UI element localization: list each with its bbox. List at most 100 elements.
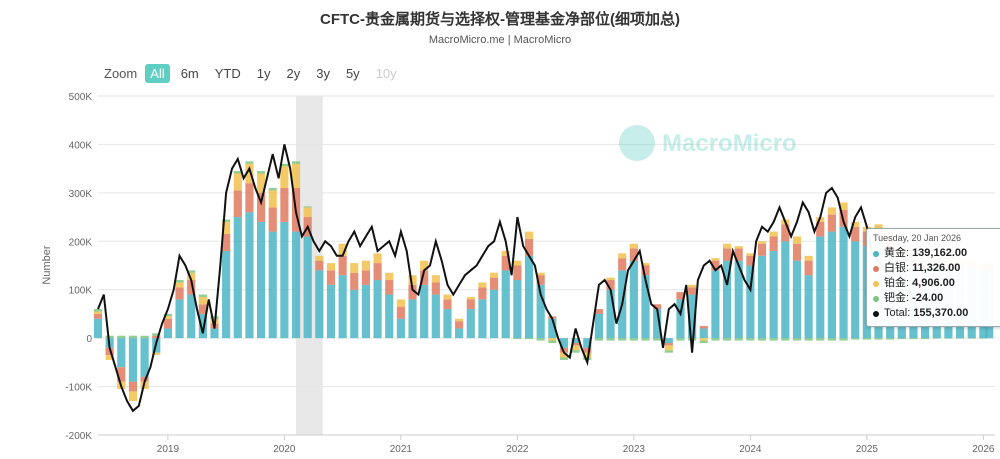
bar-铂金	[326, 263, 336, 271]
bar-黄金	[699, 328, 708, 339]
zoom-button-1y[interactable]: 1y	[256, 65, 271, 81]
bar-钯金	[175, 280, 184, 283]
silver-dot-icon	[873, 265, 879, 272]
bar-钯金	[618, 338, 627, 341]
bar-白银	[350, 272, 359, 290]
bar-钯金	[513, 338, 522, 340]
bar-黄金	[303, 236, 312, 339]
zoom-button-6m[interactable]: 6m	[180, 65, 199, 81]
bar-黄金	[420, 284, 429, 339]
bar-黄金	[326, 284, 336, 339]
bar-白银	[175, 287, 184, 300]
bar-黄金	[280, 221, 289, 339]
bar-黄金	[93, 318, 103, 339]
y-tick-label: -200K	[65, 431, 92, 442]
gold-dot-icon	[873, 250, 879, 257]
zoom-button-ytd[interactable]: YTD	[214, 65, 241, 81]
bar-黄金	[769, 250, 778, 339]
gridlines	[98, 95, 995, 436]
bar-钯金	[245, 161, 254, 164]
bar-铂金	[688, 284, 697, 288]
bar-钯金	[664, 350, 673, 353]
bar-黄金	[722, 260, 732, 339]
bar-铂金	[105, 355, 114, 360]
bar-白银	[361, 270, 371, 285]
total-series-line	[97, 144, 891, 413]
tooltip-row-total: Total: 155,370.00	[873, 306, 1000, 321]
bar-钯金	[781, 338, 790, 341]
bar-铂金	[501, 250, 510, 256]
bar-钯金	[746, 338, 755, 341]
bar-钯金	[117, 335, 126, 339]
bar-铂金	[152, 352, 161, 356]
bar-黄金	[490, 289, 499, 339]
bar-钯金	[967, 338, 976, 339]
bar-黄金	[245, 212, 254, 339]
bar-黄金	[222, 250, 231, 339]
bar-黄金	[408, 299, 417, 339]
bar-白银	[315, 260, 324, 271]
bar-钯金	[93, 309, 103, 312]
palladium-dot-icon	[873, 295, 879, 302]
bar-铂金	[198, 296, 207, 305]
x-tick-label: 2023	[623, 444, 646, 455]
bar-白银	[420, 270, 429, 285]
bar-铂金	[466, 296, 475, 300]
y-tick-label: 300K	[69, 189, 93, 200]
y-tick-label: 200K	[69, 237, 93, 248]
bar-黄金	[350, 289, 359, 339]
bar-黄金	[536, 284, 545, 339]
bar-白银	[827, 214, 836, 232]
tooltip-value: 4,906.00	[912, 277, 955, 289]
y-axis: -200K -100K 0 100K 200K 300K 400K 500K	[65, 92, 92, 442]
bar-钯金	[128, 335, 138, 339]
zoom-button-3y[interactable]: 3y	[316, 65, 330, 81]
bar-铂金	[257, 173, 266, 193]
tooltip: Tuesday, 20 Jan 2026 黄金: 139,162.00 白银: …	[866, 228, 1000, 327]
bar-钯金	[897, 338, 906, 340]
bar-黄金	[583, 338, 592, 348]
x-axis: 2019 2020 2021 2022 2023 2024 2025 2026	[98, 434, 995, 455]
bar-白银	[757, 243, 767, 256]
bar-白银	[326, 270, 336, 285]
zoom-button-5y[interactable]: 5y	[345, 65, 360, 81]
tooltip-value: 139,162.00	[912, 247, 968, 259]
bar-黄金	[839, 226, 848, 339]
chart-title: CFTC-贵金属期货与选择权-管理基金净部位(细项加总)	[320, 11, 680, 28]
bar-白银	[513, 265, 522, 281]
bar-铂金	[396, 299, 405, 307]
bar-钯金	[198, 294, 207, 297]
bar-白银	[385, 280, 394, 295]
macromicro-watermark: MacroMicro	[619, 125, 797, 161]
zoom-button-10y[interactable]: 10y	[375, 65, 397, 81]
bar-钯金	[571, 350, 580, 353]
bar-黄金	[594, 313, 603, 339]
bar-白银	[198, 304, 207, 314]
bar-黄金	[792, 260, 802, 339]
bar-钯金	[676, 338, 685, 341]
bar-钯金	[688, 338, 697, 341]
bar-钯金	[140, 335, 149, 339]
bar-铂金	[187, 272, 196, 281]
bar-黄金	[175, 299, 184, 339]
zoom-button-2y[interactable]: 2y	[286, 65, 301, 81]
bar-黄金	[688, 294, 697, 339]
bar-白银	[629, 248, 638, 261]
zoom-button-all[interactable]: All	[145, 63, 170, 83]
bar-铂金	[664, 345, 673, 351]
bar-白银	[117, 367, 126, 382]
bar-钯金	[210, 316, 219, 319]
bar-钯金	[874, 338, 883, 340]
x-tick-label: 2022	[506, 444, 529, 455]
bar-黄金	[501, 270, 510, 339]
tooltip-value: 11,326.00	[912, 262, 961, 274]
bar-白银	[455, 321, 464, 329]
bar-黄金	[664, 338, 673, 343]
tooltip-value: 155,370.00	[913, 307, 969, 319]
bar-铂金	[606, 277, 615, 281]
bar-钯金	[257, 171, 266, 174]
bar-钯金	[303, 206, 312, 208]
bar-铂金	[804, 255, 813, 261]
bar-铂金	[280, 166, 289, 189]
